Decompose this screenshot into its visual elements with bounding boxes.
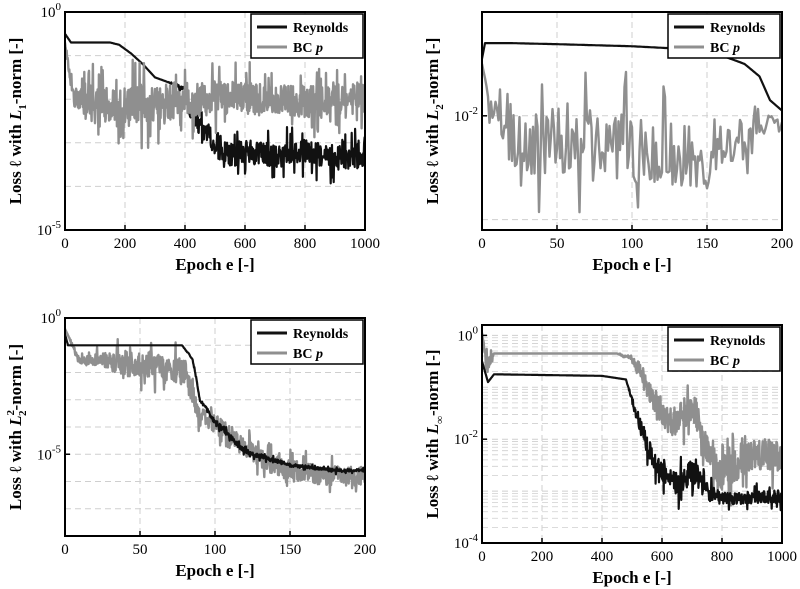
x-tick-label: 150 — [696, 236, 719, 252]
series-line-reynolds — [65, 33, 365, 185]
panel-p2: 0 50 100 150 200 10-2 Epoch e [-] Loss ℓ with L… — [423, 11, 794, 274]
series-line-bc-p — [65, 42, 365, 150]
series-line-bc-p — [65, 328, 365, 494]
y-axis-label: Loss ℓ with L∞-norm [-] — [423, 349, 446, 518]
y-axis-label: Loss ℓ with L2-norm [-] — [423, 38, 446, 205]
x-tick-label: 400 — [591, 549, 614, 565]
legend-label: BC p — [710, 354, 740, 369]
y-tick-label: 10-2 — [454, 105, 478, 125]
axes-box — [481, 324, 783, 544]
panel-p1: 0 200 400 600 800 1000 100 10-5 Epoch e [-] Loss … — [6, 1, 380, 274]
x-tick-label: 800 — [711, 549, 734, 565]
x-tick-label: 150 — [279, 542, 302, 558]
x-tick-label: 100 — [204, 542, 227, 558]
series-line-reynolds — [482, 361, 782, 512]
series-line-reynolds — [482, 41, 782, 112]
x-tick-label: 800 — [294, 236, 317, 252]
y-axis-label: Loss ℓ with L22-norm [-] — [5, 344, 29, 510]
y-tick-label: 100 — [41, 307, 62, 327]
axes-box — [64, 11, 366, 231]
x-axis-label: Epoch e [-] — [592, 255, 671, 274]
x-tick-label: 1000 — [767, 549, 797, 565]
x-tick-label: 400 — [174, 236, 197, 252]
legend-label: BC p — [293, 347, 323, 362]
x-tick-label: 200 — [771, 236, 794, 252]
x-tick-label: 600 — [651, 549, 674, 565]
x-tick-label: 100 — [621, 236, 644, 252]
x-tick-label: 0 — [61, 542, 69, 558]
x-tick-label: 200 — [114, 236, 137, 252]
x-axis-label: Epoch e [-] — [175, 561, 254, 580]
panel-p3: 0 50 100 150 200 100 10-5 Epoch e [-] Loss ℓ wit… — [5, 307, 376, 580]
legend: Reynolds BC p — [667, 326, 781, 372]
x-tick-label: 1000 — [350, 236, 380, 252]
x-axis-label: Epoch e [-] — [592, 568, 671, 587]
legend-label: Reynolds — [293, 21, 349, 36]
x-tick-label: 0 — [61, 236, 69, 252]
x-tick-label: 50 — [133, 542, 148, 558]
panel-p4: 0 200 400 600 800 1000 100 10-2 10-4 Epoch e [-] L… — [423, 324, 797, 587]
x-tick-label: 50 — [550, 236, 565, 252]
legend: Reynolds BC p — [250, 319, 364, 365]
y-tick-label: 10-4 — [454, 532, 479, 552]
y-axis-label: Loss ℓ with L1-norm [-] — [6, 38, 29, 205]
legend-label: BC p — [710, 41, 740, 56]
legend: Reynolds BC p — [667, 13, 781, 59]
x-tick-label: 0 — [478, 236, 486, 252]
y-tick-label: 10-5 — [37, 443, 62, 463]
x-axis-label: Epoch e [-] — [175, 255, 254, 274]
legend-label: Reynolds — [710, 334, 766, 349]
y-tick-label: 10-2 — [454, 428, 478, 448]
legend-label: Reynolds — [293, 327, 349, 342]
legend-box — [667, 326, 781, 372]
x-tick-label: 0 — [478, 549, 486, 565]
legend-box — [667, 13, 781, 59]
y-tick-label: 100 — [458, 324, 479, 344]
series-line-bc-p — [482, 332, 782, 507]
legend-box — [250, 13, 364, 59]
series-line-reynolds — [65, 334, 365, 476]
legend-label: Reynolds — [710, 21, 766, 36]
series-line-bc-p — [482, 63, 782, 214]
legend-box — [250, 319, 364, 365]
legend: Reynolds BC p — [250, 13, 364, 59]
x-tick-label: 200 — [354, 542, 377, 558]
x-tick-label: 600 — [234, 236, 257, 252]
x-tick-label: 200 — [531, 549, 554, 565]
legend-label: BC p — [293, 41, 323, 56]
y-tick-label: 100 — [41, 1, 62, 21]
y-tick-label: 10-5 — [37, 219, 62, 239]
grid — [481, 325, 783, 544]
